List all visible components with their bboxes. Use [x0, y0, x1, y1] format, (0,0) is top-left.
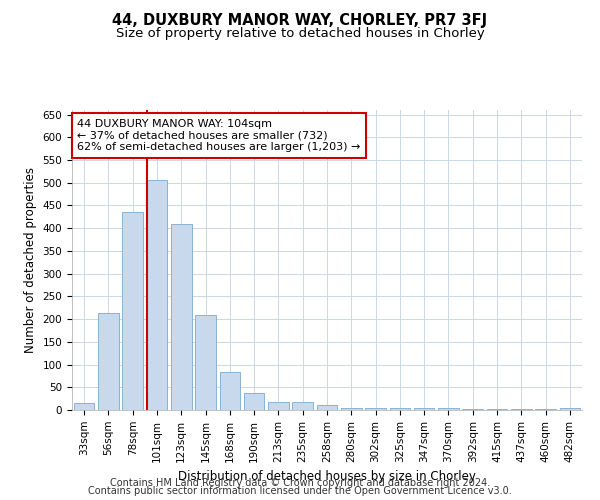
Text: Size of property relative to detached houses in Chorley: Size of property relative to detached ho…: [116, 28, 484, 40]
Bar: [487, 408, 508, 410]
X-axis label: Distribution of detached houses by size in Chorley: Distribution of detached houses by size …: [178, 470, 476, 483]
Text: Contains public sector information licensed under the Open Government Licence v3: Contains public sector information licen…: [88, 486, 512, 496]
Bar: [414, 408, 434, 410]
Bar: [463, 408, 483, 410]
Bar: [74, 403, 94, 410]
Bar: [341, 408, 362, 410]
Bar: [220, 372, 240, 410]
Bar: [171, 224, 191, 410]
Bar: [389, 408, 410, 410]
Bar: [268, 402, 289, 410]
Bar: [535, 408, 556, 410]
Bar: [244, 392, 265, 410]
Bar: [292, 402, 313, 410]
Bar: [438, 408, 459, 410]
Bar: [98, 313, 119, 410]
Bar: [317, 406, 337, 410]
Bar: [146, 180, 167, 410]
Bar: [560, 408, 580, 410]
Text: 44 DUXBURY MANOR WAY: 104sqm
← 37% of detached houses are smaller (732)
62% of s: 44 DUXBURY MANOR WAY: 104sqm ← 37% of de…: [77, 119, 361, 152]
Text: 44, DUXBURY MANOR WAY, CHORLEY, PR7 3FJ: 44, DUXBURY MANOR WAY, CHORLEY, PR7 3FJ: [112, 12, 488, 28]
Bar: [122, 212, 143, 410]
Text: Contains HM Land Registry data © Crown copyright and database right 2024.: Contains HM Land Registry data © Crown c…: [110, 478, 490, 488]
Bar: [365, 408, 386, 410]
Bar: [511, 408, 532, 410]
Bar: [195, 316, 216, 410]
Y-axis label: Number of detached properties: Number of detached properties: [24, 167, 37, 353]
